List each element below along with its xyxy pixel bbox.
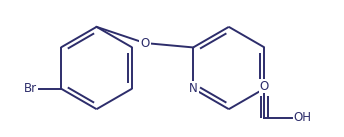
Text: Br: Br [24, 82, 37, 95]
Text: OH: OH [294, 112, 312, 125]
Text: N: N [189, 82, 197, 95]
Text: O: O [140, 37, 150, 50]
Text: O: O [260, 79, 269, 92]
